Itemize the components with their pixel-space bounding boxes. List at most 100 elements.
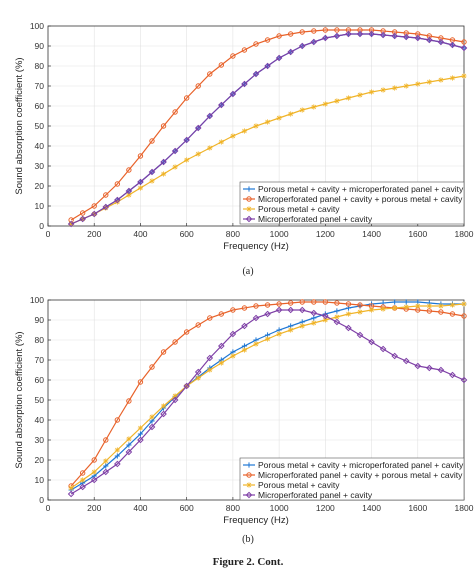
data-point-interp (449, 371, 456, 379)
data-point-interp (264, 310, 271, 318)
legend-label: Microperforated panel + cavity + porous … (258, 470, 463, 480)
data-point (392, 85, 398, 91)
data-point (207, 315, 213, 321)
data-point (160, 171, 167, 177)
y-tick-label: 40 (35, 141, 45, 151)
data-point-interp (218, 139, 224, 145)
data-point-interp (79, 483, 86, 491)
data-point (137, 178, 144, 186)
data-point-interp (241, 128, 248, 134)
data-point (137, 379, 144, 385)
y-tick-label: 30 (35, 435, 45, 445)
legend-box (239, 457, 465, 501)
data-point-interp (288, 111, 294, 117)
data-point (461, 301, 467, 307)
data-point-interp (126, 442, 132, 448)
data-point (114, 196, 121, 204)
data-point (229, 330, 237, 338)
data-point (391, 29, 398, 35)
legend-swatch-marker (246, 482, 252, 488)
data-point-interp (287, 31, 294, 37)
data-point (230, 53, 236, 59)
data-point-interp (356, 30, 364, 38)
data-point (114, 453, 120, 459)
data-point-interp (241, 322, 248, 330)
data-point (114, 417, 121, 423)
data-point-interp (126, 192, 132, 198)
data-point-interp (195, 83, 201, 89)
data-point-interp (194, 368, 202, 376)
x-tick-label: 200 (87, 503, 101, 513)
data-point-interp (103, 458, 109, 464)
data-point-interp (379, 31, 387, 39)
data-point (391, 352, 398, 360)
data-point-interp (149, 364, 155, 370)
x-tick-label: 1400 (362, 503, 381, 513)
data-point-interp (241, 347, 248, 353)
data-point-interp (172, 339, 178, 345)
data-point (392, 305, 398, 311)
data-point-interp (126, 167, 132, 173)
y-tick-label: 100 (30, 21, 44, 31)
legend-label: Porous metal + cavity + microperforated … (258, 460, 464, 470)
data-point (299, 107, 305, 113)
data-point-interp (311, 320, 317, 326)
data-point-interp (403, 299, 409, 305)
data-point-interp (172, 393, 178, 399)
data-point (460, 376, 468, 384)
data-point-interp (148, 168, 156, 176)
y-tick-label: 30 (35, 161, 45, 171)
data-point-interp (79, 215, 86, 223)
data-point (322, 101, 328, 107)
data-point-interp (103, 463, 109, 469)
data-point-interp (264, 336, 271, 342)
data-point-interp (172, 164, 178, 170)
series-line (70, 309, 465, 495)
data-point-interp (126, 398, 132, 404)
x-tick-label: 1400 (362, 229, 381, 239)
series-4 (67, 306, 468, 498)
data-point-interp (310, 38, 318, 46)
legend-box (239, 181, 465, 225)
legend-label: Microperforated panel + cavity + porous … (258, 194, 463, 204)
data-point-interp (334, 98, 340, 104)
data-point-interp (402, 33, 410, 41)
legend-swatch-marker (245, 215, 253, 223)
data-point (368, 30, 375, 38)
data-point (368, 307, 375, 313)
data-point-interp (125, 187, 133, 195)
data-point-interp (148, 423, 156, 431)
x-axis-label: Frequency (Hz) (223, 515, 288, 526)
data-point (460, 44, 468, 52)
data-point-interp (79, 210, 86, 216)
data-point (137, 185, 144, 191)
data-point (322, 34, 329, 42)
data-point (114, 460, 121, 468)
data-point-interp (287, 306, 294, 314)
x-tick-label: 1000 (270, 229, 289, 239)
data-point-interp (426, 79, 432, 85)
y-tick-label: 50 (35, 395, 45, 405)
x-tick-label: 200 (87, 229, 101, 239)
data-point (160, 410, 167, 418)
x-tick-label: 600 (180, 503, 194, 513)
legend-swatch-marker (245, 491, 253, 499)
x-tick-label: 800 (226, 229, 240, 239)
data-point-interp (449, 41, 456, 49)
data-point-interp (218, 342, 225, 350)
x-tick-label: 1600 (408, 229, 427, 239)
series-line (70, 301, 465, 487)
data-point (275, 54, 283, 62)
data-point-interp (149, 178, 155, 184)
data-point-interp (103, 437, 109, 443)
data-point (415, 303, 421, 309)
data-point-interp (264, 37, 271, 43)
data-point (91, 469, 97, 475)
data-point-interp (311, 299, 317, 305)
data-point (137, 436, 144, 444)
data-point (392, 299, 398, 305)
data-point (299, 323, 305, 329)
data-point (184, 157, 190, 163)
data-point-interp (403, 304, 409, 310)
data-point-interp (310, 309, 318, 317)
